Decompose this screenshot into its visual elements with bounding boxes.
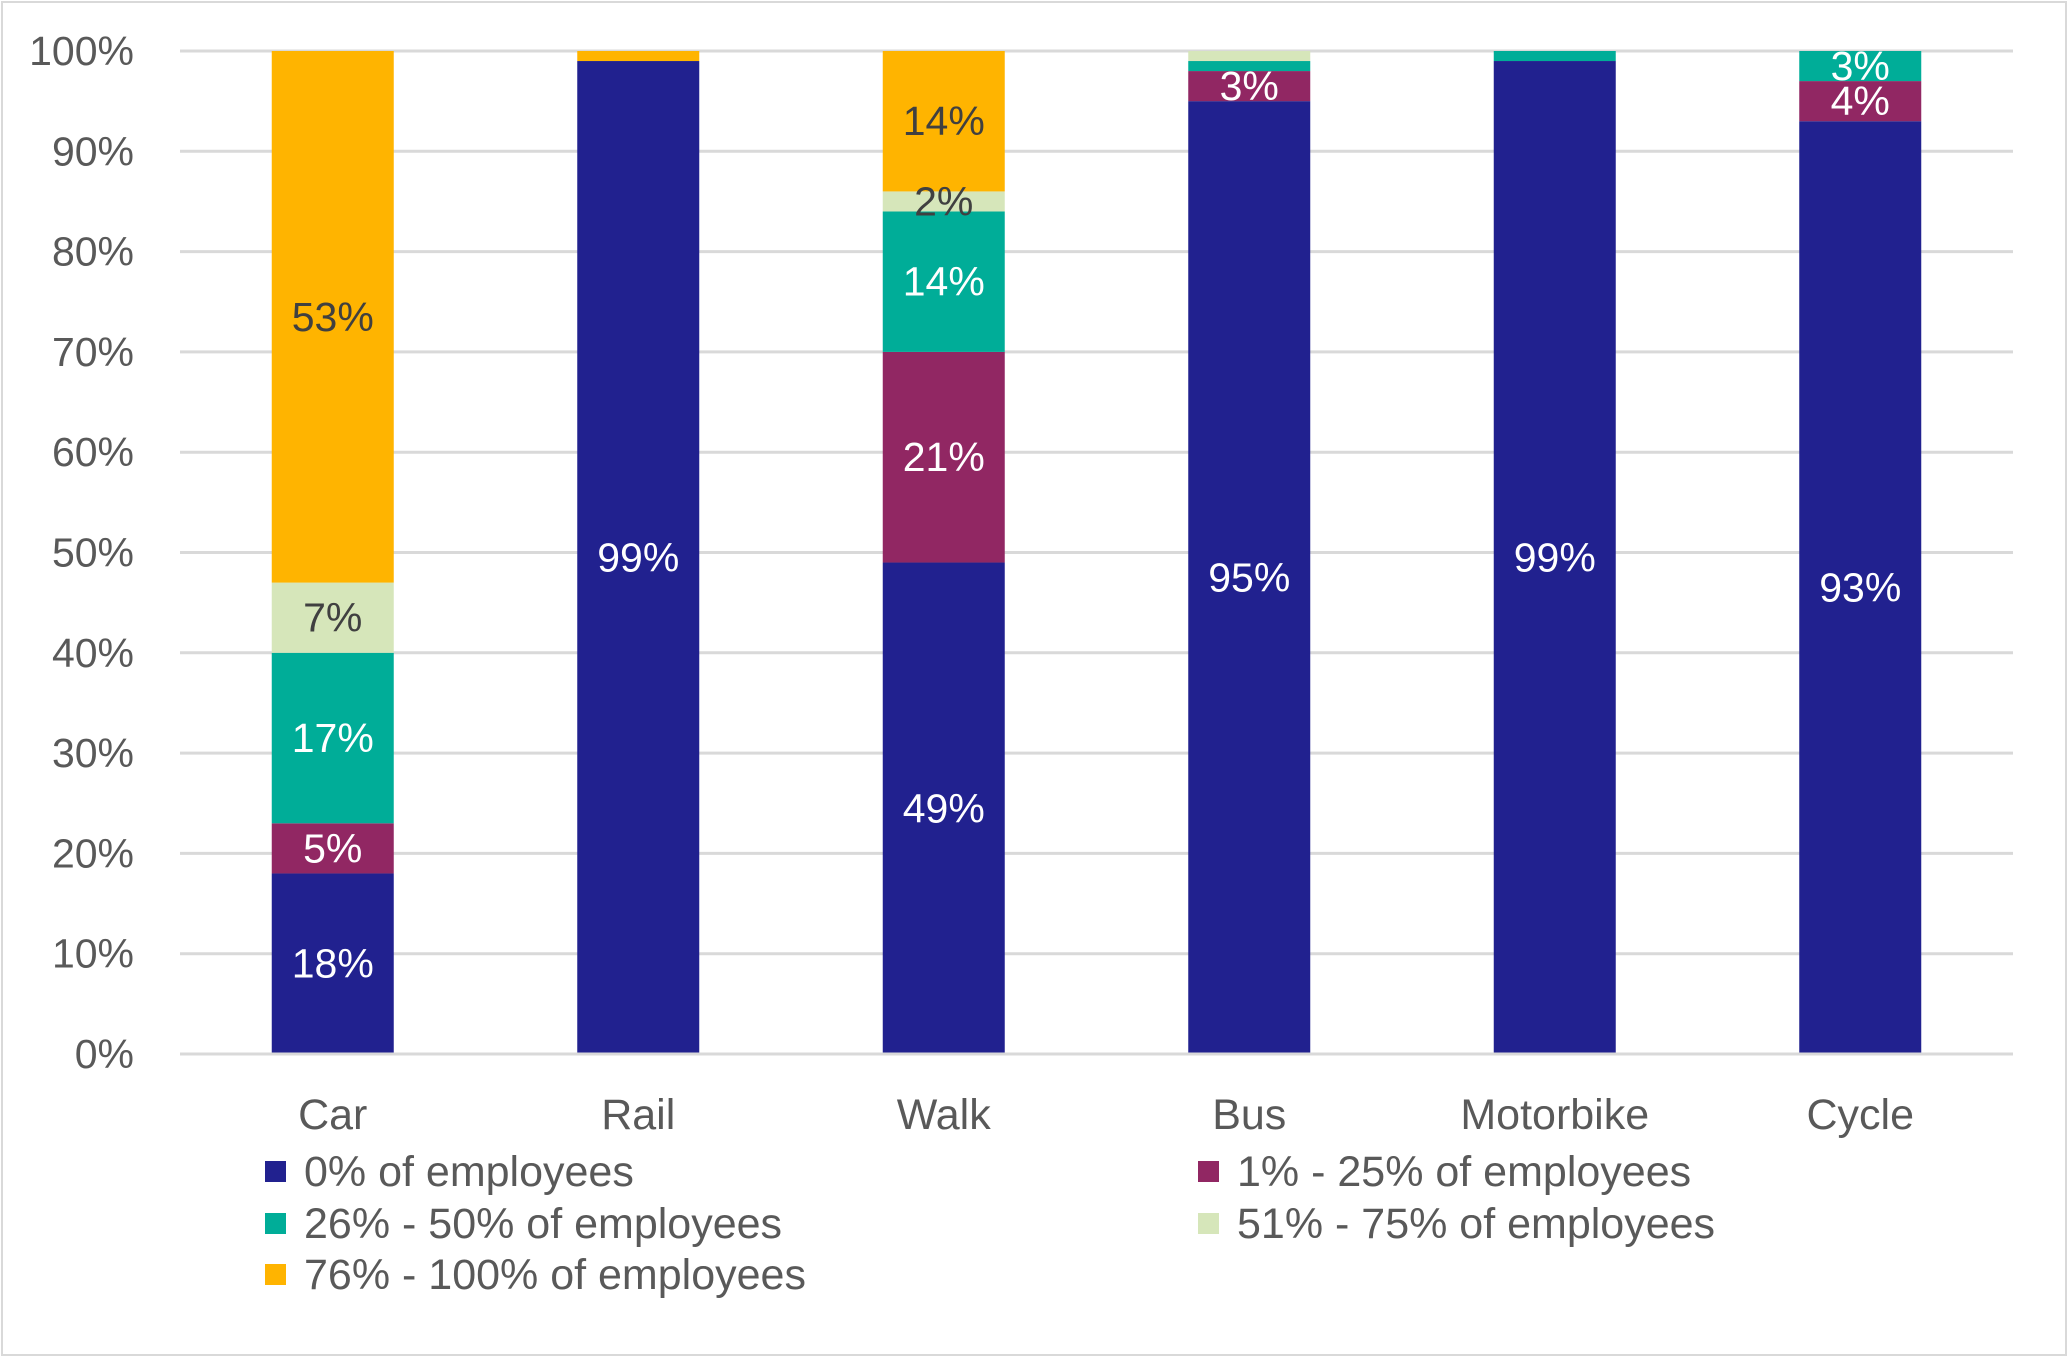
data-label: 49% [903, 785, 985, 831]
bar-segment [1188, 61, 1311, 72]
y-tick-label: 90% [52, 128, 134, 174]
y-tick-label: 10% [52, 931, 134, 977]
x-tick-label: Motorbike [1460, 1091, 1649, 1139]
y-tick-label: 70% [52, 329, 134, 375]
y-tick-label: 0% [75, 1031, 134, 1077]
data-label: 99% [1514, 535, 1596, 581]
bar-segment [271, 582, 394, 653]
bar-segment [271, 51, 394, 583]
x-tick-label: Rail [601, 1091, 675, 1139]
bar-segment [1799, 81, 1922, 122]
data-label: 2% [914, 178, 973, 224]
y-tick-label: 30% [52, 730, 134, 776]
data-label: 99% [597, 535, 679, 581]
legend-swatch [265, 1264, 286, 1285]
bar-segment [882, 562, 1005, 1054]
data-label: 14% [903, 259, 985, 305]
legend-swatch [265, 1161, 286, 1182]
y-tick-label: 60% [52, 429, 134, 475]
bar-segment [271, 823, 394, 874]
x-tick-label: Car [298, 1091, 367, 1139]
bar-segment [271, 652, 394, 824]
data-label: 14% [903, 98, 985, 144]
data-label: 4% [1831, 78, 1890, 124]
bar-segment [882, 211, 1005, 352]
data-label: 21% [903, 434, 985, 480]
x-axis: Car Rail Walk Bus Motorbike Cycle [180, 1052, 2013, 1139]
bars [271, 51, 1922, 1054]
x-tick-label: Walk [897, 1091, 991, 1139]
bar-segment [1799, 121, 1922, 1054]
y-tick-label: 20% [52, 830, 134, 876]
gridlines [180, 49, 2013, 1056]
bar-segment [1799, 51, 1922, 82]
bar-segment [882, 351, 1005, 563]
data-label: 3% [1220, 63, 1279, 109]
legend: 0% of employees 1% - 25% of employees 26% … [265, 1148, 1715, 1299]
legend-label: 26% - 50% of employees [304, 1200, 782, 1248]
data-label: 95% [1208, 555, 1290, 601]
data-labels: 18% 5% 17% 7% 53% 99% 49% 21% 14% 2% 14% 95% 3% 99% 93… [292, 43, 1902, 987]
bar-segment [1188, 51, 1311, 62]
bar-segment [577, 61, 700, 1054]
y-tick-label: 40% [52, 630, 134, 676]
bar-segment [1493, 51, 1616, 62]
legend-label: 0% of employees [304, 1148, 634, 1196]
bar-segment [1188, 101, 1311, 1054]
legend-label: 51% - 75% of employees [1237, 1200, 1715, 1248]
bar-segment [1188, 71, 1311, 102]
y-axis: 0% 10% 20% 30% 40% 50% 60% 70% 80% 90% 100% [29, 28, 134, 1077]
data-label: 3% [1831, 43, 1890, 89]
y-tick-label: 50% [52, 530, 134, 576]
data-label: 17% [292, 715, 374, 761]
legend-label: 1% - 25% of employees [1237, 1148, 1691, 1196]
bar-segment [271, 873, 394, 1054]
y-tick-label: 100% [29, 28, 134, 74]
legend-label: 76% - 100% of employees [304, 1251, 806, 1299]
bar-segment [882, 51, 1005, 192]
data-label: 93% [1819, 565, 1901, 611]
legend-swatch [1198, 1161, 1219, 1182]
x-tick-label: Bus [1212, 1091, 1286, 1139]
bar-segment [882, 191, 1005, 212]
legend-swatch [1198, 1213, 1219, 1234]
bar-segment [577, 51, 700, 62]
x-tick-label: Cycle [1806, 1091, 1914, 1139]
data-label: 53% [292, 294, 374, 340]
legend-swatch [265, 1213, 286, 1234]
bar-segment [1493, 61, 1616, 1054]
y-tick-label: 80% [52, 229, 134, 275]
data-label: 7% [303, 595, 362, 641]
data-label: 18% [292, 941, 374, 987]
data-label: 5% [303, 825, 362, 871]
